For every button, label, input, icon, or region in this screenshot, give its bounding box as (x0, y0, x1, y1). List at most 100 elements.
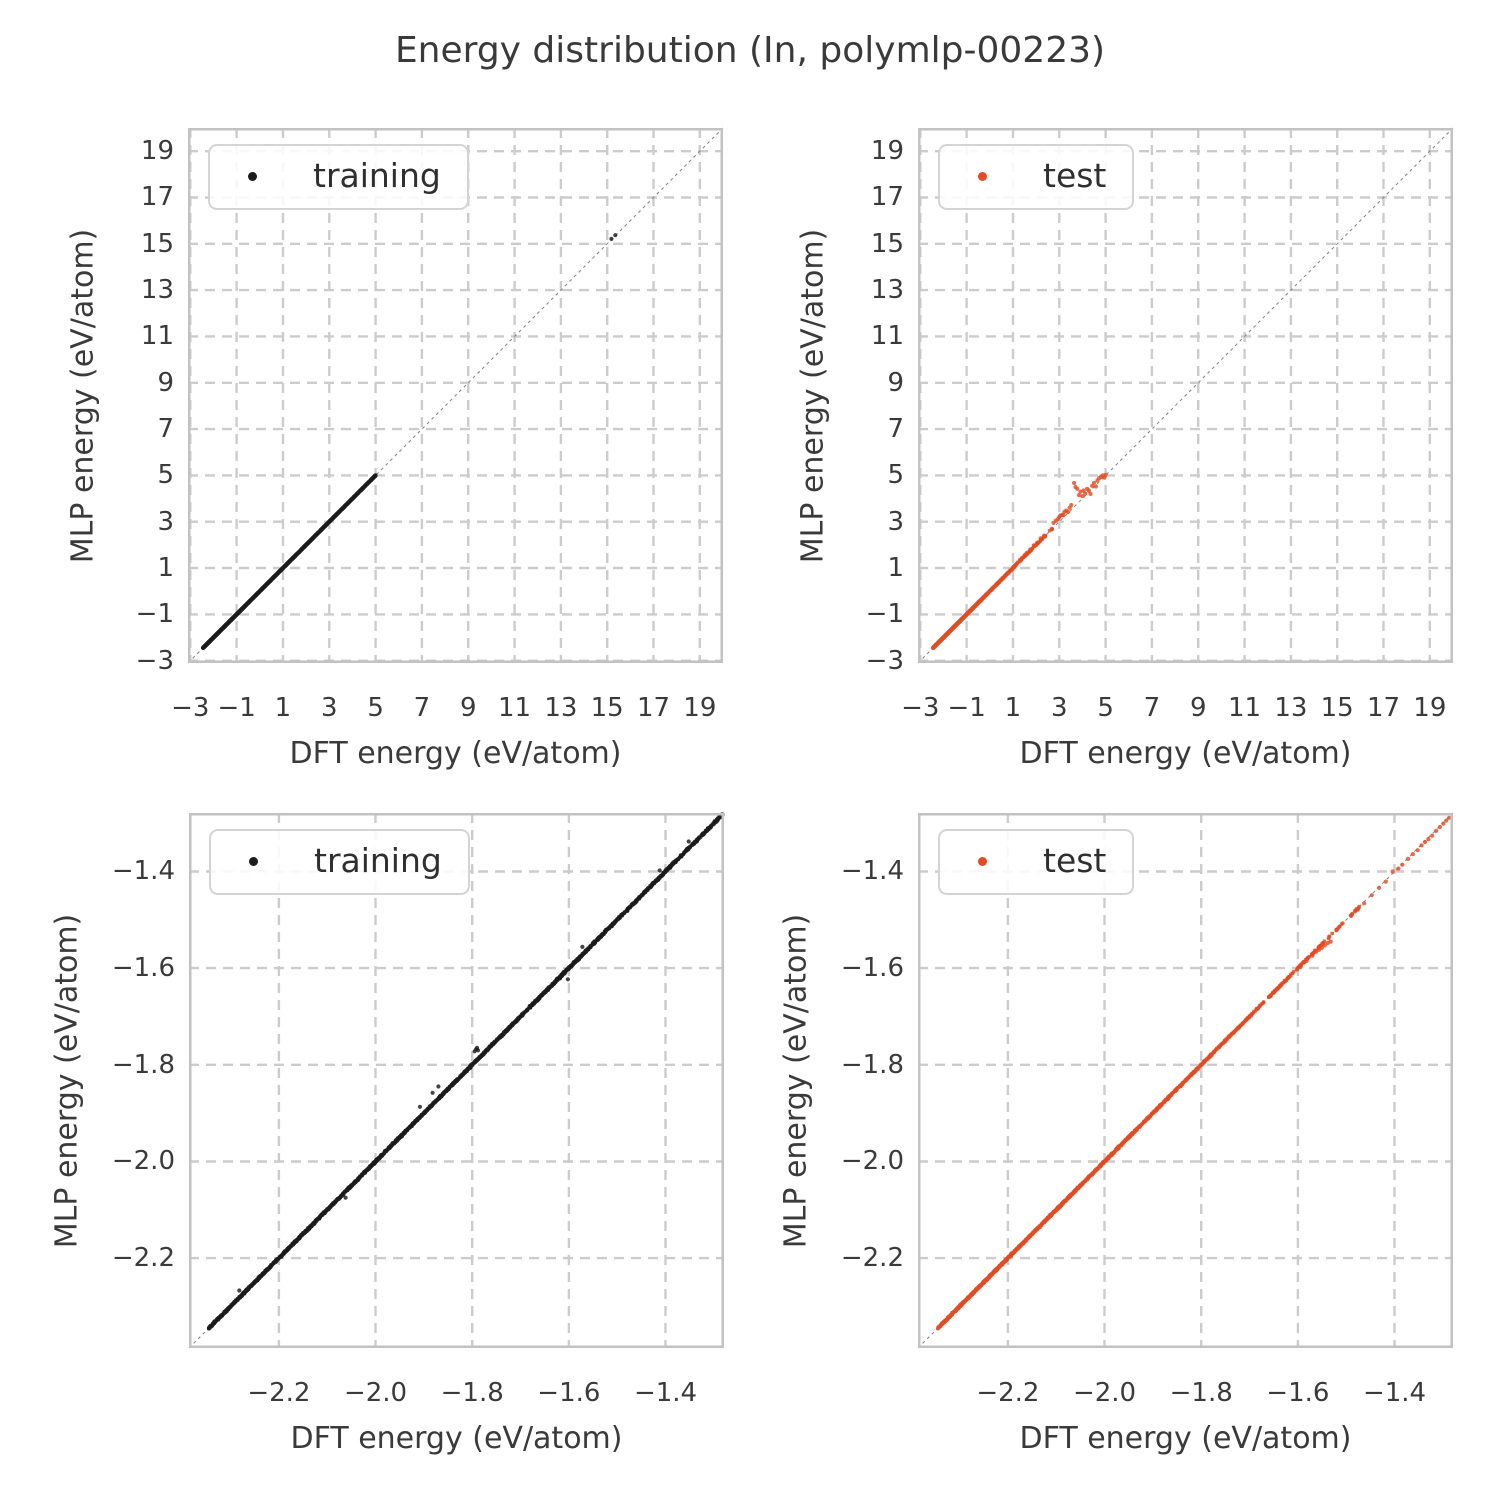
legend: test (938, 829, 1135, 895)
x-tick-label: −1.4 (633, 1378, 698, 1408)
y-tick-label: 5 (887, 460, 904, 491)
x-tick-label: −1 (947, 693, 986, 723)
y-tick-label: −1.6 (111, 953, 175, 984)
subplot-test-full-range: −3 −1 1 3 5 7 9 11 13 15 17 19 −3 −1 1 3 5 7 9 11 13 15 17 19 DF… (795, 127, 1454, 770)
legend: training (209, 829, 470, 895)
legend-label: training (314, 841, 442, 880)
y-axis-label: MLP energy (eV/atom) (778, 913, 813, 1248)
y-tick-label: 13 (870, 275, 904, 306)
y-tick-label: 1 (157, 553, 174, 584)
y-tick-label: −1.8 (840, 1049, 904, 1080)
x-tick-label: 7 (413, 693, 431, 723)
y-tick-label: −1 (865, 599, 904, 630)
x-tick-label: 3 (1050, 693, 1068, 723)
x-tick-label: 19 (1413, 693, 1447, 723)
x-tick-label: −1.8 (1169, 1378, 1233, 1408)
y-tick-label: 11 (140, 321, 174, 352)
axes-frame (918, 128, 1453, 663)
y-tick-label: −1.4 (111, 856, 175, 887)
x-axis-label: DFT energy (eV/atom) (290, 1421, 623, 1456)
x-tick-label: 1 (1004, 693, 1022, 723)
x-tick-label: −1.6 (537, 1378, 601, 1408)
x-tick-label: 17 (1366, 693, 1401, 723)
y-tick-label: 19 (140, 136, 174, 167)
y-tick-label: 17 (870, 182, 904, 213)
x-tick-label: −3 (171, 693, 210, 723)
x-tick-label: −1.4 (1362, 1378, 1427, 1408)
y-tick-label: −3 (135, 645, 174, 676)
y-axis-label: MLP energy (eV/atom) (795, 228, 830, 563)
subplot-training-zoomed: −2.2 −2.0 −1.8 −1.6 −1.4 −2.2 −2.0 −1.8 −1.6 −1.4… (49, 812, 725, 1455)
y-tick-label: 3 (887, 506, 904, 537)
y-tick-label: −1 (135, 599, 174, 630)
x-tick-label: −1.6 (1266, 1378, 1330, 1408)
y-tick-label: −1.6 (840, 953, 904, 984)
x-tick-label: 9 (1189, 693, 1207, 723)
x-tick-label: 13 (1274, 693, 1308, 723)
x-tick-label: 19 (683, 693, 717, 723)
x-tick-label: 15 (590, 693, 624, 723)
legend-label: test (1043, 841, 1107, 880)
x-tick-label: 11 (498, 693, 532, 723)
axes-frame (189, 813, 724, 1348)
x-tick-label: 13 (544, 693, 578, 723)
x-tick-label: 11 (1228, 693, 1262, 723)
y-tick-label: 15 (870, 228, 904, 259)
x-tick-label: −2.0 (343, 1378, 408, 1408)
x-tick-label: −2.0 (1072, 1378, 1137, 1408)
y-axis-label: MLP energy (eV/atom) (49, 913, 84, 1248)
scatter-series (931, 472, 1108, 650)
x-tick-label: 1 (274, 693, 292, 723)
y-tick-label: 19 (870, 136, 904, 167)
legend-marker-icon (249, 856, 258, 866)
subplot-training-full-range: −3 −1 1 3 5 7 9 11 13 15 17 19 −3 −1 1 3 5 7 9 11 13 15 17 19 DF… (65, 127, 724, 770)
legend-marker-icon (978, 171, 987, 181)
y-tick-label: 7 (887, 414, 904, 445)
x-axis-label: DFT energy (eV/atom) (1019, 736, 1352, 771)
figure-title: Energy distribution (In, polymlp-00223) (394, 30, 1106, 71)
legend-label: training (313, 156, 441, 195)
y-tick-label: 9 (887, 367, 904, 398)
x-tick-label: 15 (1320, 693, 1354, 723)
y-axis-label: MLP energy (eV/atom) (65, 228, 100, 563)
x-tick-label: 3 (320, 693, 338, 723)
y-tick-label: −2.2 (840, 1243, 904, 1274)
y-tick-label: 17 (140, 182, 174, 213)
scatter-series (936, 815, 1452, 1331)
x-tick-label: −1 (217, 693, 256, 723)
legend-label: test (1043, 156, 1107, 195)
axes-frame (188, 128, 723, 663)
y-tick-label: 13 (140, 275, 174, 306)
gridlines (188, 128, 723, 663)
legend: training (208, 144, 469, 210)
x-tick-label: 9 (459, 693, 477, 723)
y-tick-label: 5 (157, 460, 174, 491)
y-tick-label: −3 (865, 645, 904, 676)
y-tick-label: −2.0 (840, 1146, 904, 1177)
x-tick-label: 5 (367, 693, 384, 723)
y-tick-label: −2.0 (111, 1146, 175, 1177)
legend-marker-icon (248, 171, 257, 181)
y-tick-label: 3 (157, 506, 174, 537)
y-tick-label: −2.2 (111, 1243, 175, 1274)
x-tick-label: −2.2 (976, 1378, 1040, 1408)
y-tick-label: 15 (140, 228, 174, 259)
y-tick-label: −1.4 (840, 856, 904, 887)
scatter-series (201, 233, 618, 650)
scatter-series (206, 812, 725, 1331)
y-tick-label: 7 (157, 414, 174, 445)
x-tick-label: −2.2 (247, 1378, 311, 1408)
axes-frame (918, 813, 1453, 1348)
y-tick-label: 9 (157, 367, 174, 398)
x-tick-label: 5 (1097, 693, 1114, 723)
x-axis-label: DFT energy (eV/atom) (289, 736, 622, 771)
subplot-test-zoomed: −2.2 −2.0 −1.8 −1.6 −1.4 −2.2 −2.0 −1.8 −1.6 −1.4… (778, 812, 1454, 1455)
legend: test (938, 144, 1135, 210)
legend-marker-icon (978, 856, 987, 866)
y-tick-label: −1.8 (111, 1049, 175, 1080)
x-tick-label: 7 (1143, 693, 1161, 723)
y-tick-label: 11 (870, 321, 904, 352)
x-tick-label: −1.8 (440, 1378, 504, 1408)
gridlines (918, 128, 1453, 663)
